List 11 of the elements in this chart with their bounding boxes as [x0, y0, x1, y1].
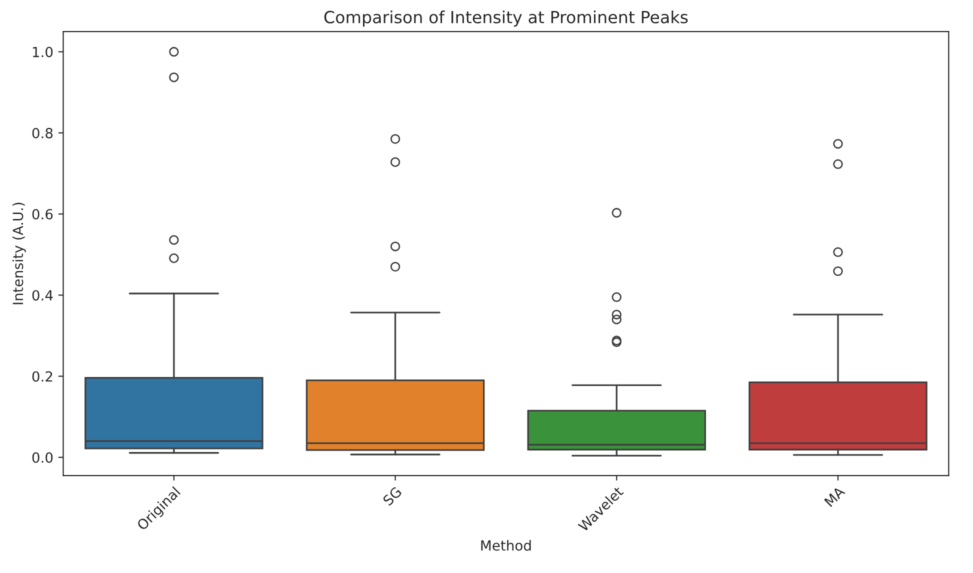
x-tick-label: MA — [824, 486, 846, 508]
y-tick-label: 0.0 — [32, 452, 53, 463]
y-tick-label: 0.6 — [32, 208, 53, 220]
x-tick-label: SG — [382, 486, 402, 506]
y-tick-label: 0.4 — [32, 290, 53, 301]
chart-title: Comparison of Intensity at Prominent Peaks — [324, 10, 688, 27]
y-tick-label: 0.8 — [32, 128, 53, 138]
x-axis-title: Method — [481, 540, 531, 551]
y-tick-label: 1.0 — [32, 46, 53, 58]
y-axis-title: Intensity (A.U.) — [12, 202, 26, 304]
y-tick-label: 0.2 — [32, 371, 52, 382]
